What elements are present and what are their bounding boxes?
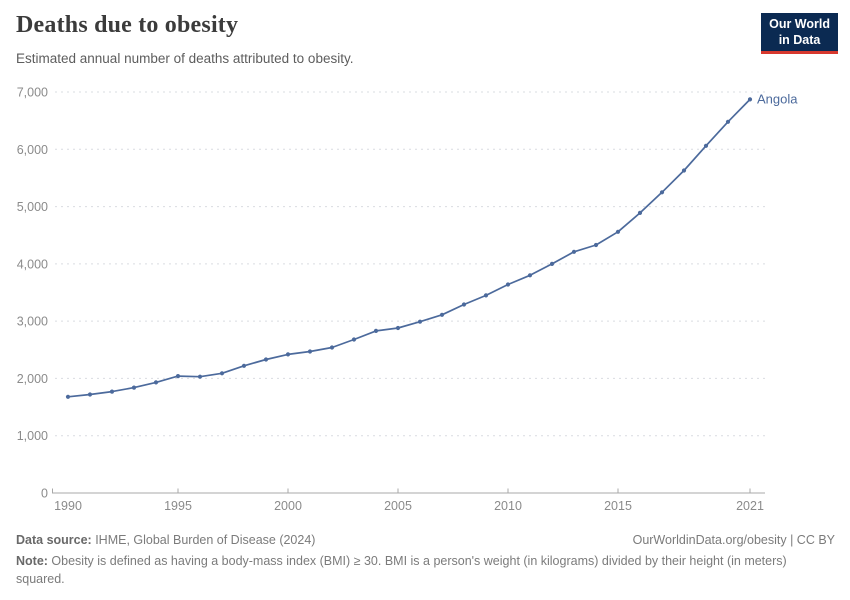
data-point[interactable] <box>483 293 489 298</box>
data-source: Data source: IHME, Global Burden of Dise… <box>16 531 315 549</box>
owid-logo[interactable]: Our World in Data <box>761 13 838 55</box>
data-point[interactable] <box>329 345 335 350</box>
data-point[interactable] <box>637 210 643 215</box>
data-point[interactable] <box>175 374 181 379</box>
x-tick-label: 1990 <box>54 499 82 513</box>
y-tick-label: 0 <box>41 487 48 501</box>
y-tick-label: 6,000 <box>17 143 48 157</box>
data-point[interactable] <box>439 312 445 317</box>
chart-note: Note: Obesity is defined as having a bod… <box>16 552 835 588</box>
y-tick-label: 4,000 <box>17 257 48 271</box>
data-point[interactable] <box>659 190 665 195</box>
y-tick-label: 2,000 <box>17 372 48 386</box>
data-point[interactable] <box>725 119 731 124</box>
chart-title: Deaths due to obesity <box>16 12 239 38</box>
data-point[interactable] <box>549 261 555 266</box>
chart-subtitle: Estimated annual number of deaths attrib… <box>16 51 354 66</box>
data-point[interactable] <box>571 249 577 254</box>
note-label: Note: <box>16 554 48 569</box>
data-point[interactable] <box>307 349 313 354</box>
x-tick-label: 2010 <box>494 499 522 513</box>
data-point[interactable] <box>615 229 621 234</box>
data-point[interactable] <box>197 374 203 379</box>
data-point[interactable] <box>461 302 467 307</box>
y-tick-label: 5,000 <box>17 200 48 214</box>
data-point[interactable] <box>285 352 291 357</box>
x-tick-label: 1995 <box>164 499 192 513</box>
data-point[interactable] <box>505 282 511 287</box>
data-point[interactable] <box>395 325 401 331</box>
data-point[interactable] <box>153 380 159 385</box>
data-point[interactable] <box>417 319 423 324</box>
x-tick-label: 2005 <box>384 499 412 513</box>
y-tick-label: 1,000 <box>17 429 48 443</box>
data-point[interactable] <box>219 371 225 376</box>
data-point[interactable] <box>527 273 533 278</box>
owid-logo-line2: in Data <box>778 32 821 47</box>
data-point[interactable] <box>65 394 71 399</box>
data-point[interactable] <box>703 143 709 148</box>
chart-footer: Data source: IHME, Global Burden of Dise… <box>16 531 835 588</box>
data-point[interactable] <box>109 389 115 394</box>
data-point[interactable] <box>681 168 687 173</box>
series-line[interactable] <box>67 98 751 398</box>
series-end-label[interactable]: Angola <box>757 91 798 106</box>
x-tick-label: 2015 <box>604 499 632 513</box>
data-point[interactable] <box>373 328 379 333</box>
data-source-text: IHME, Global Burden of Disease (2024) <box>91 533 316 547</box>
data-point[interactable] <box>747 97 753 102</box>
y-tick-label: 3,000 <box>17 315 48 329</box>
x-tick-label: 2021 <box>736 499 764 513</box>
data-point[interactable] <box>593 242 599 248</box>
x-tick-label: 2000 <box>274 499 302 513</box>
data-point[interactable] <box>241 363 247 368</box>
y-tick-label: 7,000 <box>17 86 48 100</box>
data-point[interactable] <box>263 357 269 362</box>
data-point[interactable] <box>87 392 93 397</box>
data-point[interactable] <box>131 385 137 390</box>
owid-logo-line1: Our World <box>769 17 830 31</box>
data-point[interactable] <box>351 337 357 342</box>
note-text: Obesity is defined as having a body-mass… <box>16 554 787 587</box>
line-chart-canvas[interactable]: 0 1,000 2,000 3,000 4,000 5,000 6,000 7,000 1990… <box>0 0 850 530</box>
data-source-label: Data source: <box>16 533 92 547</box>
owid-citation-link[interactable]: OurWorldinData.org/obesity | CC BY <box>632 533 835 547</box>
